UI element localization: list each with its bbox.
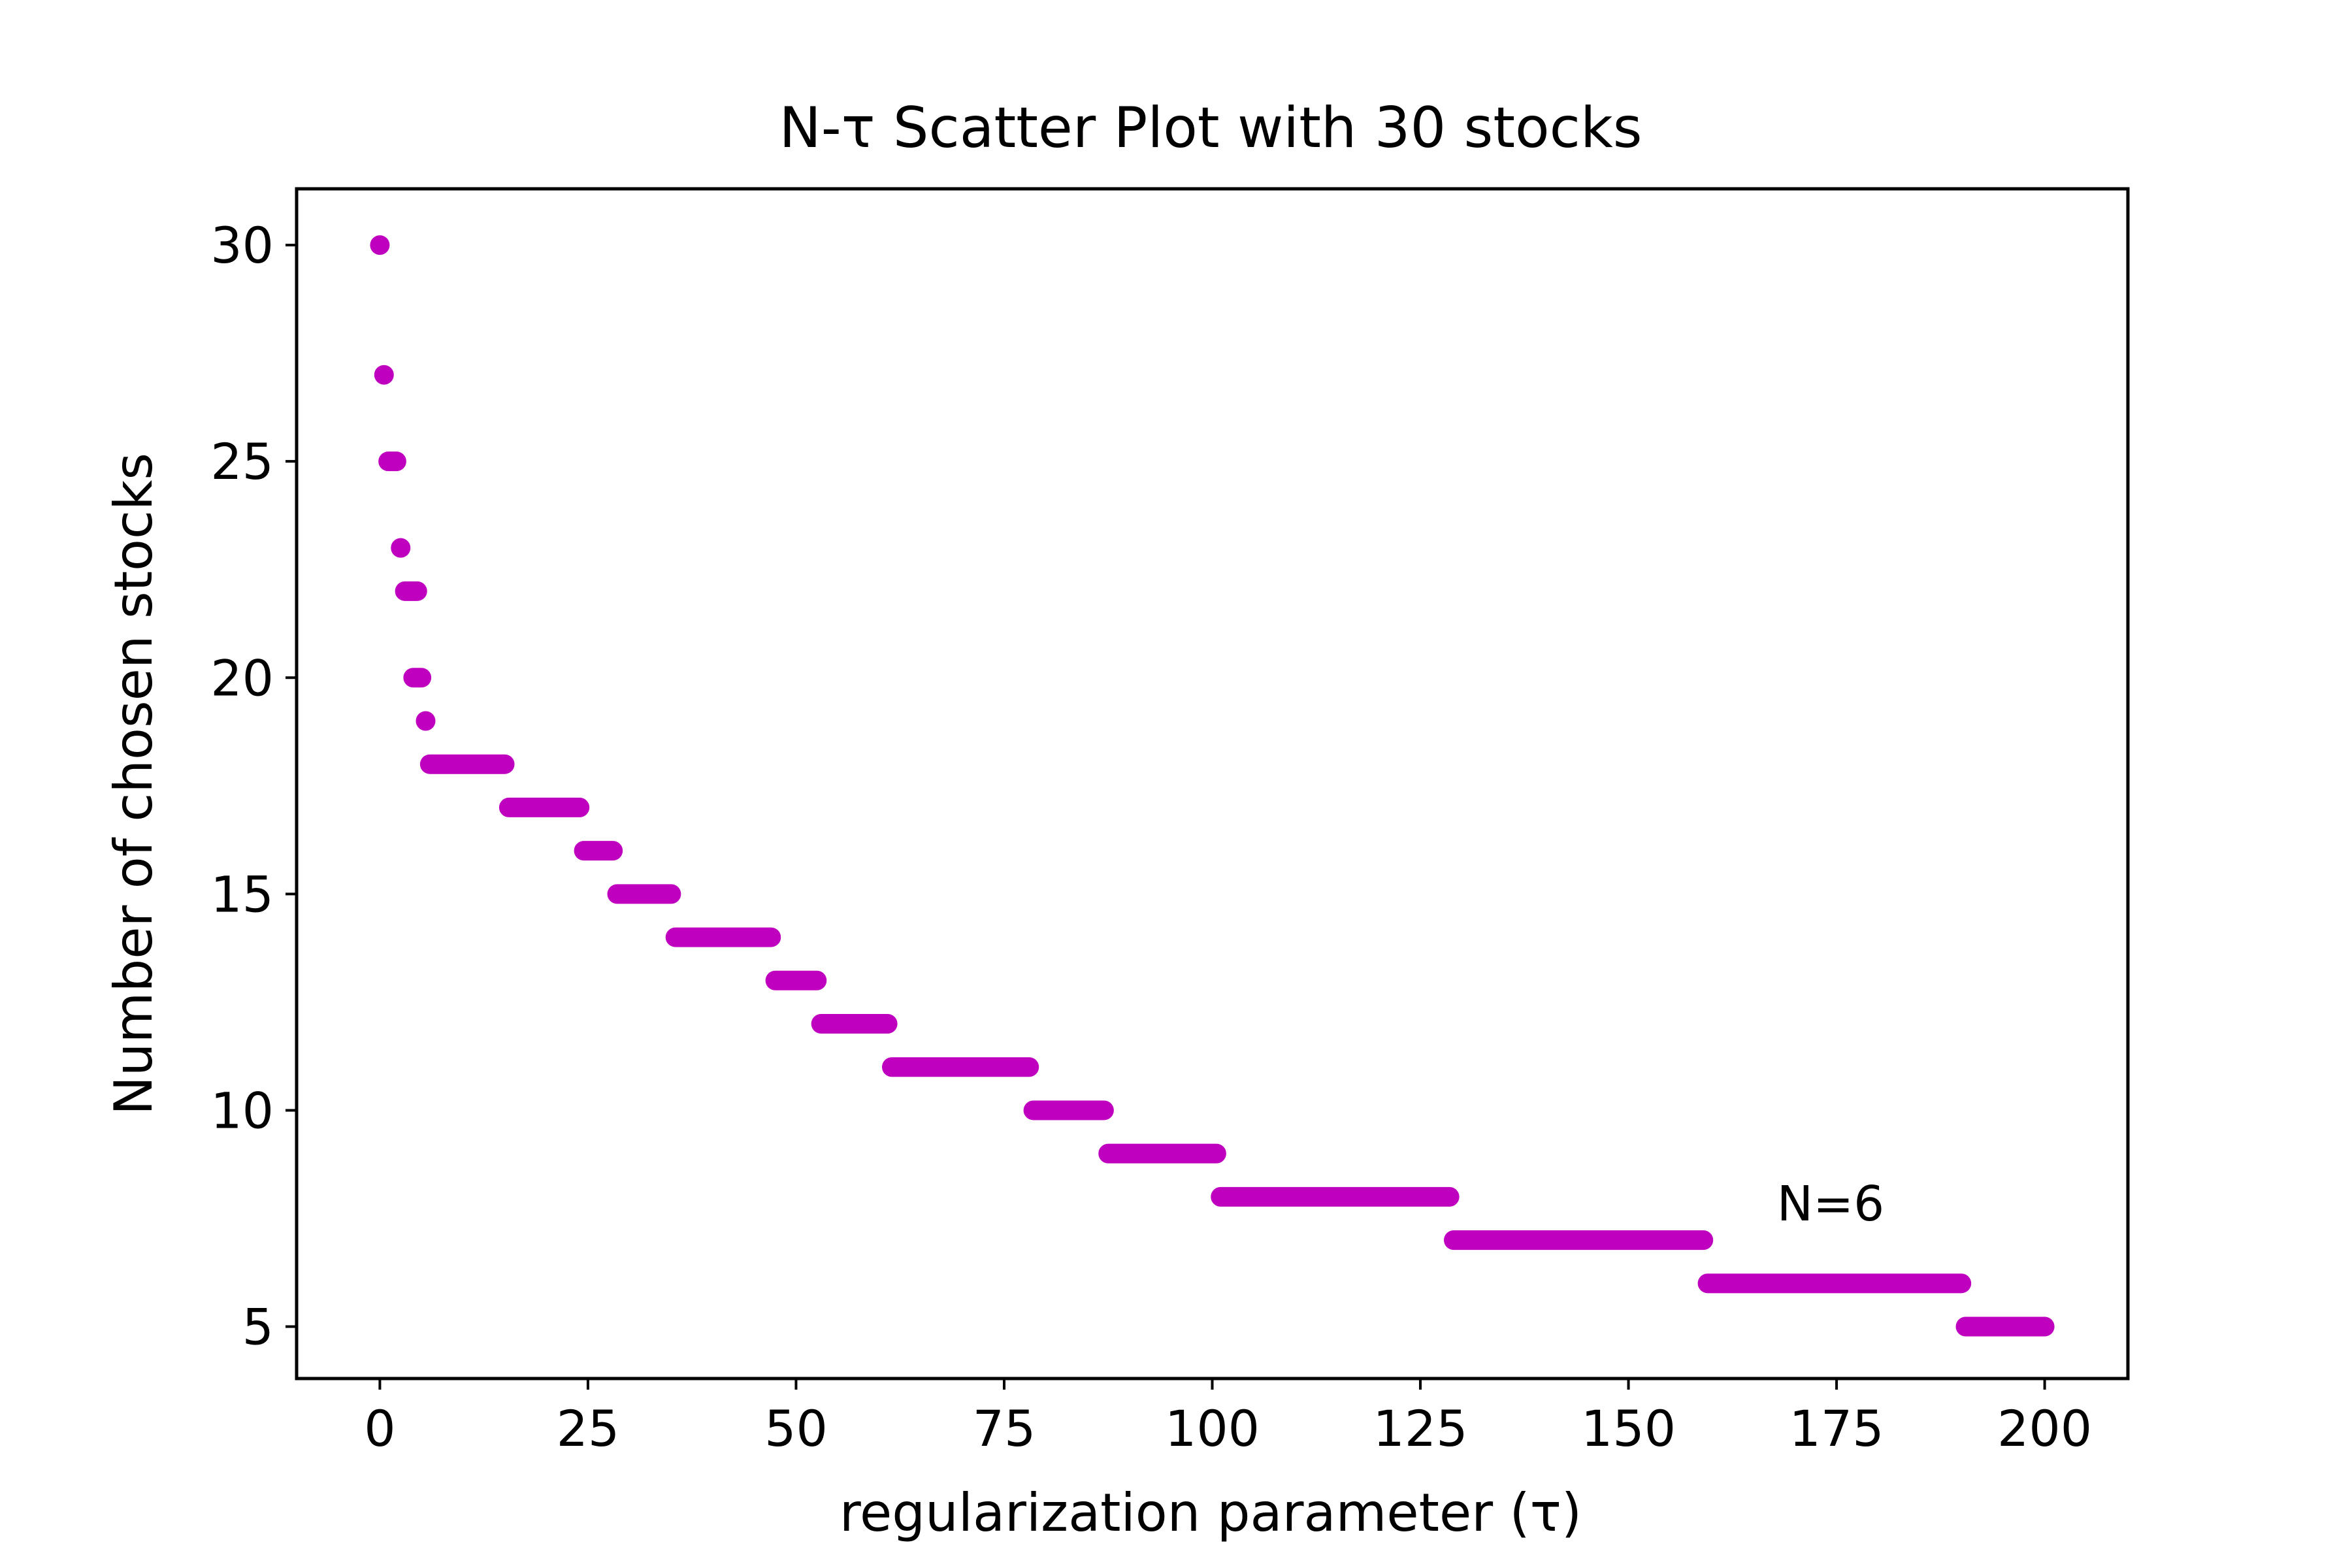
y-tick-label: 15 <box>210 865 274 923</box>
x-tick-label: 200 <box>1997 1399 2092 1458</box>
data-markers <box>370 235 2055 1337</box>
x-tick-label: 100 <box>1165 1399 1260 1458</box>
x-tick-label: 75 <box>973 1399 1036 1458</box>
annotation-label: N=6 <box>1777 1176 1884 1232</box>
y-tick-label: 30 <box>210 216 274 274</box>
y-tick-label: 10 <box>210 1081 274 1139</box>
axis-ticks: 0 25 50 75 100 125 150 175 200 5 10 15 20 25 30 <box>210 216 2092 1458</box>
y-tick-label: 25 <box>210 433 274 491</box>
chart-title: N-τ Scatter Plot with 30 stocks <box>779 95 1642 161</box>
x-tick-label: 125 <box>1373 1399 1467 1458</box>
x-tick-label: 150 <box>1581 1399 1676 1458</box>
x-axis-label: regularization parameter (τ) <box>840 1482 1582 1543</box>
x-tick-label: 175 <box>1789 1399 1884 1458</box>
y-axis-label: Number of chosen stocks <box>103 453 164 1115</box>
x-tick-label: 0 <box>364 1399 395 1458</box>
x-tick-label: 50 <box>764 1399 828 1458</box>
y-tick-label: 5 <box>242 1298 274 1356</box>
x-tick-label: 25 <box>557 1399 620 1458</box>
plot-area-frame <box>295 187 2130 1380</box>
y-tick-label: 20 <box>210 649 274 707</box>
